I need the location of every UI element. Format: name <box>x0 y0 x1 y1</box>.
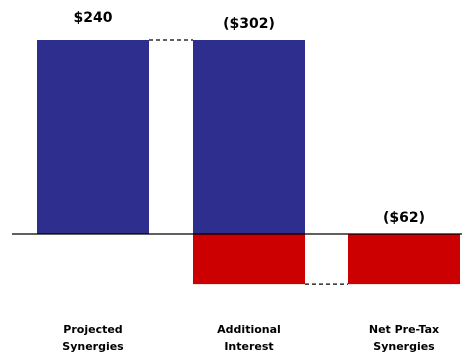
category-label: Synergies <box>373 340 435 353</box>
data-label: $240 <box>74 10 113 26</box>
bar-additional-interest-upper <box>193 40 305 234</box>
category-label: Interest <box>224 340 273 353</box>
category-label: Projected <box>63 323 122 336</box>
bar-projected-synergies <box>37 40 149 234</box>
data-label: ($62) <box>383 210 425 226</box>
category-label: Synergies <box>62 340 124 353</box>
bar-additional-interest-lower <box>193 234 305 285</box>
category-label: Net Pre-Tax <box>369 323 439 336</box>
category-label: Additional <box>217 323 281 336</box>
bar-netpre-tax-synergies <box>348 234 460 285</box>
data-label: ($302) <box>223 16 275 32</box>
